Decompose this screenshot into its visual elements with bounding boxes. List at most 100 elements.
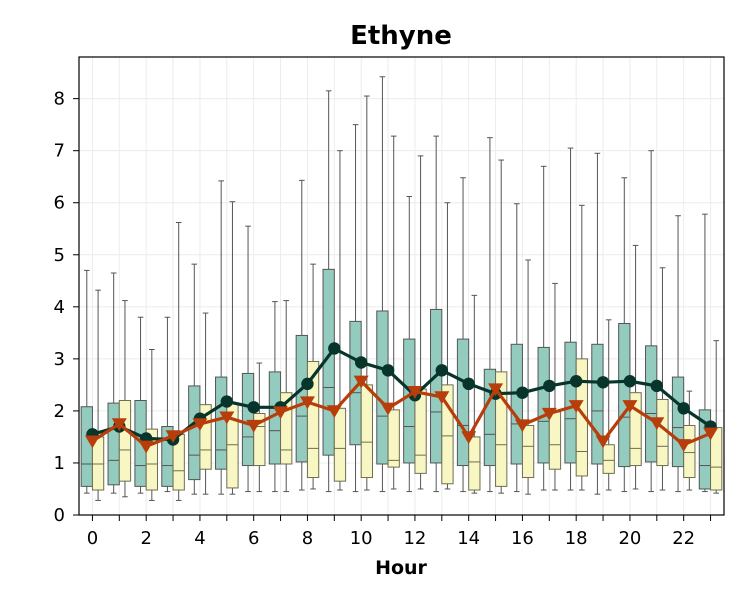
interquartile-box xyxy=(495,371,508,487)
interquartile-box xyxy=(387,409,400,468)
mean-point-hour-18 xyxy=(568,400,584,413)
box-hour-5-series-a xyxy=(215,180,228,495)
box-hour-0-series-a xyxy=(80,269,93,494)
box-hour-1-series-b xyxy=(118,300,132,498)
mean-point-hour-13 xyxy=(434,391,450,404)
x-tick-label: 12 xyxy=(403,528,426,549)
mean-point-hour-16 xyxy=(516,386,529,399)
x-tick-label: 18 xyxy=(565,528,588,549)
interquartile-box xyxy=(199,404,212,470)
mean-point-hour-6 xyxy=(246,419,262,433)
mean-point-hour-23 xyxy=(703,427,719,441)
box-hour-16-series-b xyxy=(521,259,535,495)
interquartile-box xyxy=(80,406,93,487)
y-tick-label: 7 xyxy=(54,141,65,162)
mean-point-hour-5 xyxy=(219,411,235,425)
mean-point-hour-10 xyxy=(353,375,369,389)
mean-point-hour-17 xyxy=(541,407,557,421)
interquartile-box xyxy=(591,343,604,465)
box-hour-1-series-a xyxy=(107,272,120,494)
mean-point-hour-16 xyxy=(514,419,530,433)
interquartile-box xyxy=(456,338,470,467)
box-hour-17-series-a xyxy=(537,165,550,491)
box-hour-8-series-a xyxy=(295,179,308,491)
x-axis-label: Hour xyxy=(375,557,427,579)
box-hour-2-series-b xyxy=(145,348,158,501)
interquartile-box xyxy=(215,376,228,470)
box-hour-21-series-a xyxy=(645,150,658,493)
interquartile-box xyxy=(306,360,320,479)
interquartile-box xyxy=(360,384,373,479)
box-hour-19-series-a xyxy=(591,152,604,495)
x-tick-label: 4 xyxy=(194,528,205,549)
x-tick-label: 22 xyxy=(672,528,695,549)
x-tick-label: 8 xyxy=(302,528,313,549)
box-hour-9-series-b xyxy=(333,150,347,491)
box-hour-10-series-a xyxy=(349,124,362,493)
interquartile-box xyxy=(683,424,696,479)
mean-point-hour-9 xyxy=(326,405,342,419)
mean-point-hour-11 xyxy=(381,364,395,377)
plot-area-frame xyxy=(78,56,725,516)
box-hour-4-series-b xyxy=(199,312,212,495)
mean-point-hour-10 xyxy=(354,356,368,369)
box-hour-21-series-b xyxy=(656,267,669,491)
x-tick-label: 6 xyxy=(248,528,259,549)
mean-point-hour-7 xyxy=(273,406,289,420)
mean-point-hour-8 xyxy=(299,396,315,410)
mean-point-hour-22 xyxy=(677,402,690,415)
box-hour-14-series-a xyxy=(456,177,470,493)
box-hour-3-series-b xyxy=(172,222,185,501)
box-hour-15-series-a xyxy=(483,137,497,493)
box-hour-3-series-a xyxy=(161,316,174,493)
box-hour-10-series-b xyxy=(360,95,373,491)
interquartile-box xyxy=(118,400,132,482)
x-tick-label: 2 xyxy=(140,528,151,549)
box-hour-5-series-b xyxy=(226,201,239,495)
mean-point-hour-19 xyxy=(595,435,611,449)
box-hour-13-series-b xyxy=(441,202,454,490)
x-tick-label: 16 xyxy=(511,528,534,549)
box-hour-16-series-a xyxy=(510,203,523,493)
box-hour-12-series-a xyxy=(403,195,416,493)
interquartile-box xyxy=(537,346,550,464)
box-hour-18-series-b xyxy=(575,204,588,491)
mean-lines xyxy=(84,342,719,454)
box-hour-7-series-b xyxy=(280,300,293,493)
box-hour-19-series-b xyxy=(602,319,615,491)
box-hour-4-series-a xyxy=(188,263,201,495)
x-tick-label: 20 xyxy=(618,528,641,549)
mean-point-hour-5 xyxy=(220,395,234,408)
box-hour-6-series-b xyxy=(253,362,266,493)
interquartile-box xyxy=(645,345,658,463)
interquartile-box xyxy=(575,358,588,477)
interquartile-box xyxy=(241,372,255,467)
interquartile-box xyxy=(629,392,642,467)
mean-point-hour-0 xyxy=(84,435,100,449)
box-hour-15-series-b xyxy=(495,159,508,494)
interquartile-box xyxy=(145,428,158,491)
mean-point-hour-2 xyxy=(138,440,154,454)
mean-point-hour-17 xyxy=(543,379,556,393)
mean-point-hour-21 xyxy=(649,417,665,431)
x-tick-label: 14 xyxy=(457,528,480,549)
mean-point-hour-18 xyxy=(569,375,583,388)
mean-line-series-a xyxy=(91,346,712,442)
interquartile-box xyxy=(548,411,562,470)
interquartile-box xyxy=(671,376,685,468)
box-hour-14-series-b xyxy=(468,294,481,494)
box-hour-11-series-b xyxy=(387,135,400,490)
mean-point-hour-20 xyxy=(623,375,637,388)
interquartile-box xyxy=(253,413,266,467)
box-hour-22-series-a xyxy=(671,215,685,493)
box-hour-23-series-b xyxy=(710,340,723,494)
box-hour-23-series-a xyxy=(698,213,712,493)
box-hour-20-series-b xyxy=(629,244,642,490)
mean-point-hour-11 xyxy=(380,402,396,416)
box-hour-2-series-a xyxy=(134,316,147,494)
interquartile-box xyxy=(107,402,120,486)
interquartile-box xyxy=(521,424,535,479)
mean-point-hour-8 xyxy=(301,377,314,391)
mean-point-hour-22 xyxy=(676,439,692,452)
